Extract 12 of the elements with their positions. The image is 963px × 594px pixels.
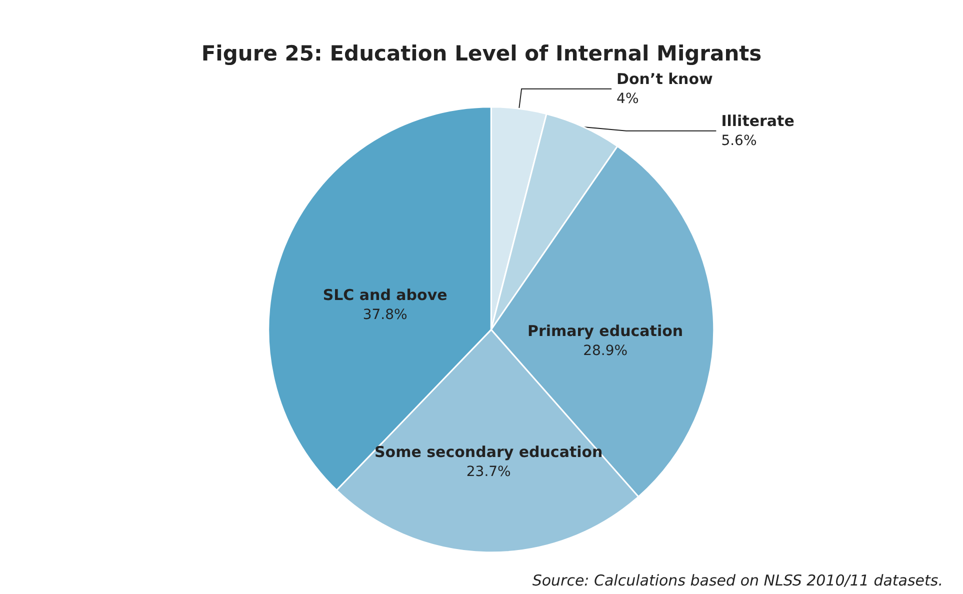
- source-note: Source: Calculations based on NLSS 2010/11 datasets.: [532, 572, 944, 590]
- slice-label: Illiterate: [721, 112, 794, 130]
- slice-label: Some secondary education: [374, 443, 603, 462]
- slice-label: Don’t know: [616, 70, 714, 88]
- data-label: 5.6%: [721, 132, 757, 149]
- data-label: 23.7%: [466, 464, 511, 480]
- data-label: 4%: [616, 90, 639, 107]
- chart-title: Figure 25: Education Level of Internal Migrants: [201, 42, 762, 66]
- data-label: 28.9%: [583, 342, 628, 359]
- slice-label: Primary education: [528, 322, 684, 340]
- slice-label: SLC and above: [322, 286, 448, 304]
- data-label: 37.8%: [362, 306, 408, 323]
